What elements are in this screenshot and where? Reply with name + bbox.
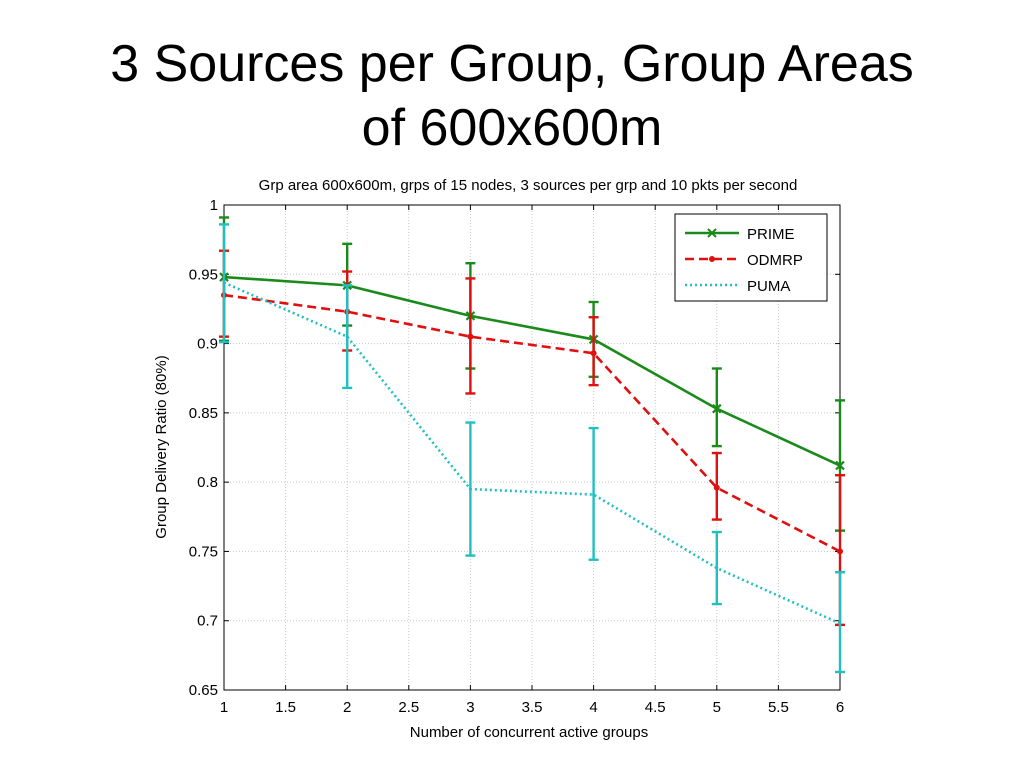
data-point	[592, 493, 596, 497]
series-line-puma	[223, 281, 841, 625]
slide-title-line2: of 600x600m	[361, 99, 663, 157]
legend-marker	[707, 228, 717, 238]
data-point	[467, 333, 474, 340]
series-line-odmrp	[223, 293, 841, 553]
series-line-prime	[223, 275, 841, 467]
y-tick-label: 0.7	[197, 613, 218, 630]
legend-box	[674, 213, 828, 302]
axis-ticks: 1 1.5 2 2.5 3 3.5 4 4.5 5 5.5 6 0.65 0.7 0.75 0.8 0.85 0…	[189, 197, 844, 716]
legend-label-prime: PRIME	[747, 226, 795, 243]
series-odmrp	[219, 249, 845, 627]
data-point	[715, 566, 719, 570]
data-point	[712, 403, 722, 414]
x-tick-label: 4.5	[645, 699, 666, 716]
x-tick-label: 3.5	[522, 699, 543, 716]
legend: PRIME ODMRP PUMA	[674, 213, 828, 302]
y-tick-label: 0.8	[197, 474, 218, 491]
x-tick-label: 1.5	[275, 699, 296, 716]
x-tick-label: 5	[713, 699, 721, 716]
y-tick-label: 0.65	[189, 682, 218, 699]
data-point	[713, 484, 720, 491]
series-group	[219, 216, 845, 674]
y-tick-label: 0.9	[197, 336, 218, 353]
slide-title: 3 Sources per Group, Group Areas of 600x…	[0, 32, 1024, 160]
data-point	[590, 350, 597, 357]
y-tick-label: 0.75	[189, 543, 218, 560]
legend-label-odmrp: ODMRP	[747, 252, 803, 269]
slide-title-line1: 3 Sources per Group, Group Areas	[110, 35, 914, 93]
y-tick-label: 0.85	[189, 405, 218, 422]
data-point	[468, 487, 472, 491]
data-point	[222, 281, 226, 285]
data-point	[345, 335, 349, 339]
chart-title: Grp area 600x600m, grps of 15 nodes, 3 s…	[259, 177, 798, 194]
x-axis-label: Number of concurrent active groups	[410, 724, 648, 741]
x-tick-label: 3	[466, 699, 474, 716]
x-tick-label: 2.5	[398, 699, 419, 716]
legend-marker	[709, 256, 715, 262]
data-point	[838, 621, 842, 625]
y-tick-label: 0.95	[189, 266, 218, 283]
data-point	[835, 460, 845, 471]
x-tick-label: 4	[589, 699, 597, 716]
legend-label-puma: PUMA	[747, 278, 790, 295]
series-puma	[219, 223, 845, 674]
y-tick-label: 1	[210, 197, 218, 214]
x-tick-label: 5.5	[768, 699, 789, 716]
y-axis-label: Group Delivery Ratio (80%)	[153, 355, 170, 538]
x-tick-label: 2	[343, 699, 351, 716]
data-point	[837, 548, 843, 555]
x-tick-label: 6	[836, 699, 844, 716]
x-tick-label: 1	[220, 699, 228, 716]
